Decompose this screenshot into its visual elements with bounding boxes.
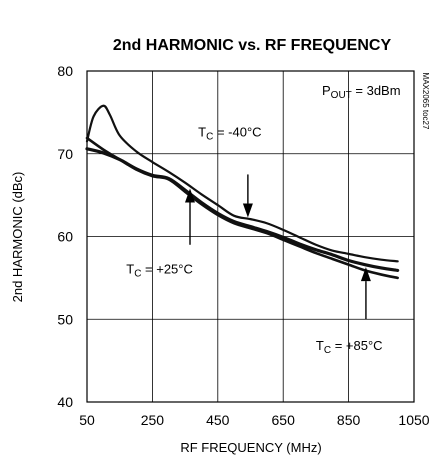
y-tick-label: 80 [57,63,73,79]
series-labels: TC = -40°C TC = +25°C TC = +85°C [126,124,382,355]
x-axis-label: RF FREQUENCY (MHz) [180,440,321,455]
x-tick-label: 50 [79,412,95,428]
y-tick-labels: 40 50 60 70 80 [57,63,73,410]
pout-annotation: POUT = 3dBm [322,83,401,101]
chart-title: 2nd HARMONIC vs. RF FREQUENCY [113,37,392,54]
y-tick-label: 60 [57,229,73,245]
series-line [85,136,399,280]
series-label: TC = -40°C [198,124,261,142]
x-tick-label: 250 [141,412,165,428]
x-tick-label: 1050 [398,412,429,428]
y-axis-label: 2nd HARMONIC (dBc) [10,172,25,303]
series-line [85,104,399,263]
plot-frame [86,70,415,403]
series-label: TC = +85°C [316,338,383,356]
arrow-head [242,203,253,218]
y-tick-label: 70 [57,146,73,162]
arrow-head [185,188,195,203]
x-tick-label: 650 [272,412,296,428]
x-tick-labels: 50 250 450 650 850 1050 [79,412,430,428]
y-tick-label: 50 [57,311,73,327]
x-tick-label: 450 [206,412,230,428]
series-group [85,104,400,280]
arrow-head [360,267,371,282]
x-tick-label: 850 [337,412,361,428]
y-tick-label: 40 [57,394,73,410]
series-label: TC = +25°C [126,262,193,280]
arrows-group [185,174,371,320]
figure-code: MAX2065 toc27 [421,73,430,130]
